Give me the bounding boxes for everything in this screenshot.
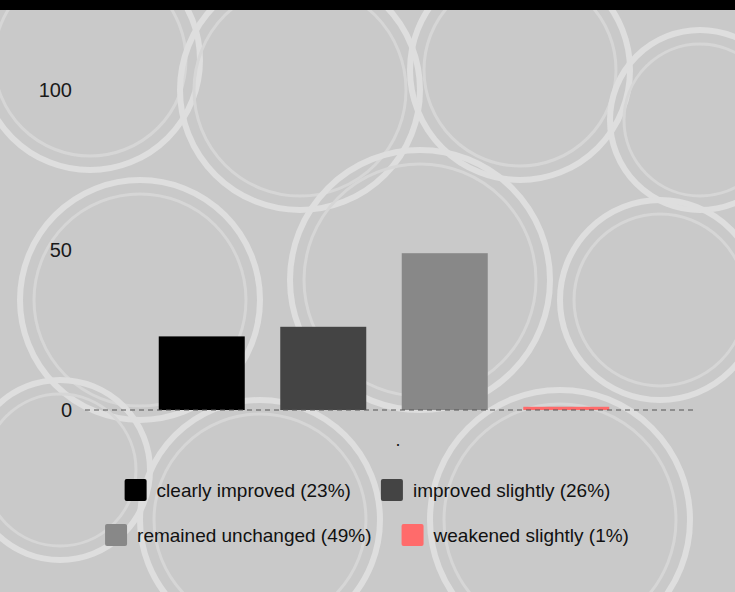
background-ring: [574, 214, 735, 386]
background-ring: [424, 0, 616, 166]
x-tick-label: .: [395, 430, 400, 450]
legend-item: remained unchanged (49%): [105, 524, 372, 546]
y-tick-label: 100: [39, 79, 72, 101]
y-tick-label: 50: [50, 239, 72, 261]
baseline: [85, 409, 693, 410]
background-ring: [610, 30, 735, 210]
background-ring: [0, 0, 186, 156]
bar: [159, 336, 245, 410]
bar: [402, 253, 488, 410]
legend-label: clearly improved (23%): [157, 480, 351, 501]
background-ring: [194, 0, 406, 196]
background-ring: [154, 414, 366, 592]
background-ring: [0, 394, 136, 546]
legend-swatch: [125, 479, 147, 501]
legend-label: weakened slightly (1%): [433, 525, 629, 546]
legend: clearly improved (23%) improved slightly …: [105, 479, 629, 546]
legend-label: remained unchanged (49%): [137, 525, 372, 546]
legend-item: clearly improved (23%): [125, 479, 351, 501]
background-ring: [0, 380, 150, 560]
chart: 0 50 100. clearly improved (23%) improved sl…: [0, 0, 735, 592]
legend-label: improved slightly (26%): [413, 480, 610, 501]
background-ring: [560, 200, 735, 400]
background-ring: [140, 400, 380, 592]
background-ring: [180, 0, 420, 210]
background-ring: [0, 0, 200, 170]
legend-swatch: [381, 479, 403, 501]
background-ring: [624, 44, 735, 196]
y-tick-label: 0: [61, 399, 72, 421]
background-ring: [20, 180, 260, 420]
legend-item: improved slightly (26%): [381, 479, 610, 501]
legend-item: weakened slightly (1%): [402, 524, 629, 546]
top-band: [0, 0, 735, 10]
legend-swatch: [105, 524, 127, 546]
bar: [280, 327, 366, 410]
background: [0, 0, 735, 592]
legend-swatch: [402, 524, 424, 546]
